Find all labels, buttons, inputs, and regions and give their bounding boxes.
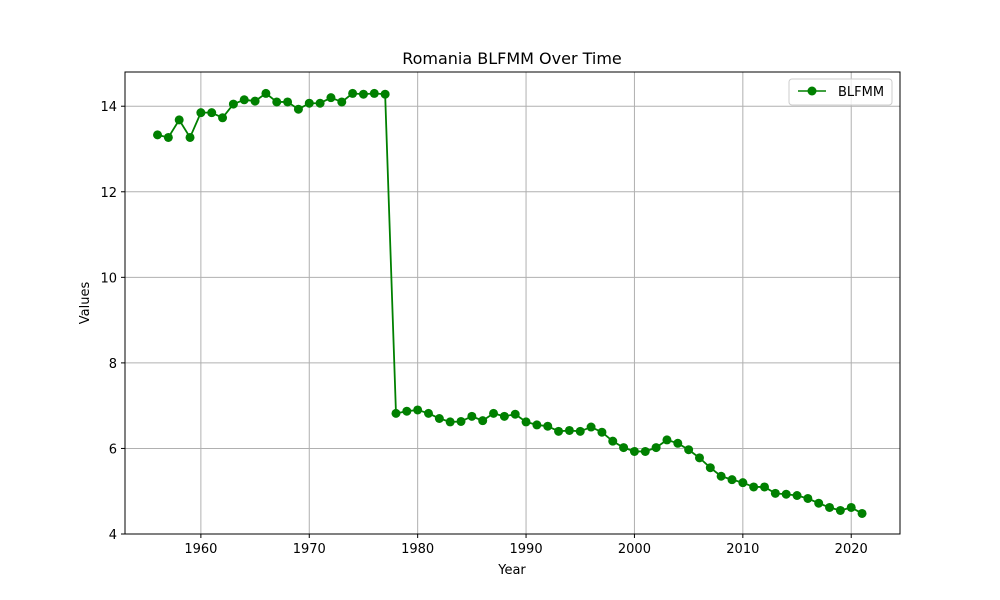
data-point [250,96,260,106]
data-point [163,132,173,142]
data-point [424,408,433,418]
chart-title: Romania BLFMM Over Time [402,49,622,68]
legend: BLFMM [788,78,893,106]
y-axis-label: Values [78,282,93,325]
x-tick-label: 1990 [510,542,543,557]
legend-box [788,78,893,106]
data-point [207,108,217,118]
y-tick-label: 14 [100,100,117,115]
data-point [445,417,455,427]
data-point [402,406,412,416]
x-tick-label: 2020 [835,542,868,557]
x-tick-label: 1960 [184,542,217,557]
data-point [716,471,726,481]
data-point [153,130,163,140]
data-point [760,482,770,492]
data-point [326,93,336,103]
y-tick-label: 8 [109,357,117,372]
axis-ticks: 1960 1970 1980 1990 2000 2010 2020 4 6 8 10 12 14 [100,100,867,557]
plot-area [153,88,867,518]
data-point [684,445,694,455]
data-point [597,427,607,437]
data-point [543,421,553,431]
data-point [629,446,639,456]
data-point [185,132,195,142]
y-tick-label: 6 [109,442,117,457]
data-point [835,505,845,515]
data-point [348,88,358,98]
y-tick-label: 12 [100,186,117,201]
data-point [608,436,618,446]
data-point [196,108,206,118]
data-point [358,89,368,99]
data-point [499,411,509,421]
data-point [694,453,704,463]
data-point [586,422,596,432]
data-point [781,489,791,499]
data-point [239,95,249,105]
data-point [510,409,520,419]
data-point [434,414,444,423]
x-tick-label: 1970 [293,542,326,557]
data-point [564,425,574,435]
data-point [228,99,238,109]
data-point [369,88,379,98]
data-point [738,478,748,488]
y-tick-label: 10 [100,271,117,286]
x-tick-label: 1980 [401,542,434,557]
data-point [825,502,835,512]
data-point [456,416,466,426]
data-point [651,443,661,453]
data-point [619,443,629,453]
data-point [662,435,672,445]
legend-label-blfmm: BLFMM [838,85,884,100]
x-axis-label: Year [497,563,526,578]
data-point [489,408,499,418]
data-point [803,493,813,503]
data-point [218,113,228,123]
data-point [727,475,737,485]
data-point [380,89,390,99]
plot-frame [124,71,901,535]
data-point [304,98,314,108]
data-point [467,411,477,421]
data-point [337,97,347,107]
data-point [272,97,282,107]
x-tick-label: 2000 [618,542,651,557]
data-point [814,498,824,508]
data-point [293,104,303,114]
data-point [261,88,271,98]
x-tick-label: 2010 [726,542,759,557]
data-point [478,416,488,426]
data-point [174,115,184,125]
data-point [770,488,780,498]
data-point [413,405,423,415]
data-point [857,508,867,518]
data-point [705,463,715,473]
data-point [749,482,759,492]
data-point [521,417,531,427]
data-point [640,446,650,456]
data-point [673,438,683,448]
data-point [846,502,856,512]
legend-marker-swatch [807,86,817,96]
data-point [792,491,802,500]
data-point [391,408,401,418]
data-point [315,98,325,108]
data-point [575,426,585,436]
data-point [532,420,542,430]
y-tick-label: 4 [109,528,117,543]
data-point [554,426,564,436]
data-point [283,97,293,107]
